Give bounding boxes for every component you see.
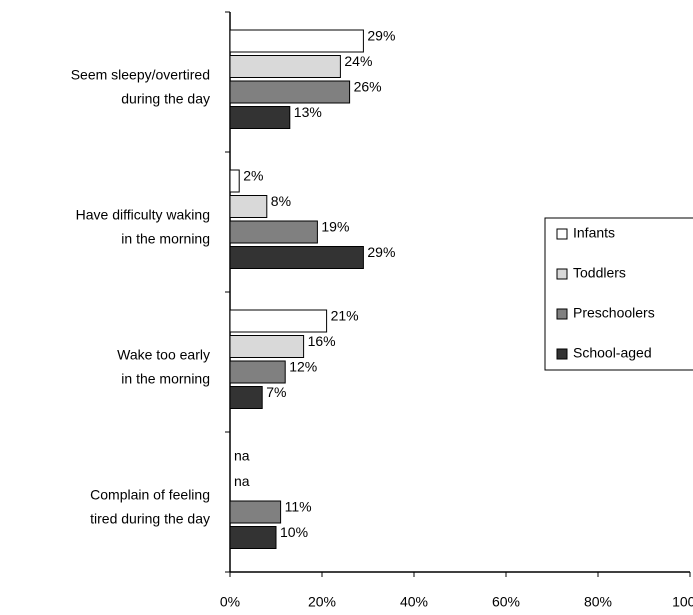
value-label: 12%	[289, 359, 317, 375]
value-label: 13%	[294, 104, 322, 120]
value-label: 2%	[243, 168, 263, 184]
category-label: tired during the day	[90, 511, 210, 527]
category-label: Have difficulty waking	[76, 207, 210, 223]
value-label: 8%	[271, 193, 291, 209]
legend-swatch	[556, 268, 568, 280]
value-label: 29%	[367, 28, 395, 44]
category-label: Complain of feeling	[90, 487, 210, 503]
x-tick-label: 80%	[584, 594, 612, 610]
bar	[229, 220, 318, 244]
bar	[229, 169, 240, 193]
bar	[229, 386, 263, 409]
x-tick-label: 100%	[672, 594, 693, 610]
value-label: na	[234, 473, 250, 489]
value-label: 26%	[354, 79, 382, 95]
value-label: 10%	[280, 524, 308, 540]
legend-box	[544, 217, 693, 371]
legend-label: School-aged	[573, 345, 652, 361]
bar	[229, 55, 341, 78]
legend-swatch	[556, 348, 568, 360]
bar	[229, 80, 351, 104]
bar	[229, 195, 268, 218]
x-tick-label: 40%	[400, 594, 428, 610]
legend-label: Toddlers	[573, 265, 626, 281]
bar	[229, 106, 291, 129]
x-tick-label: 20%	[308, 594, 336, 610]
legend-swatch	[556, 308, 568, 320]
bar	[229, 309, 328, 333]
legend-swatch	[556, 228, 568, 240]
bar	[229, 500, 282, 524]
bar	[229, 29, 364, 53]
x-tick-label: 0%	[220, 594, 240, 610]
legend-label: Infants	[573, 225, 615, 241]
value-label: 11%	[285, 499, 312, 515]
category-label: during the day	[121, 91, 210, 107]
bar	[229, 246, 364, 269]
value-label: 24%	[344, 53, 372, 69]
category-label: in the morning	[121, 231, 210, 247]
category-label: Seem sleepy/overtired	[71, 67, 210, 83]
category-label: Wake too early	[117, 347, 210, 363]
value-label: 21%	[331, 308, 359, 324]
value-label: 19%	[321, 219, 349, 235]
legend-label: Preschoolers	[573, 305, 655, 321]
x-tick-label: 60%	[492, 594, 520, 610]
bar	[229, 335, 305, 358]
bar	[229, 360, 286, 384]
value-label: na	[234, 448, 250, 464]
value-label: 16%	[308, 333, 336, 349]
bar	[229, 526, 277, 549]
category-label: in the morning	[121, 371, 210, 387]
value-label: 7%	[266, 384, 286, 400]
value-label: 29%	[367, 244, 395, 260]
